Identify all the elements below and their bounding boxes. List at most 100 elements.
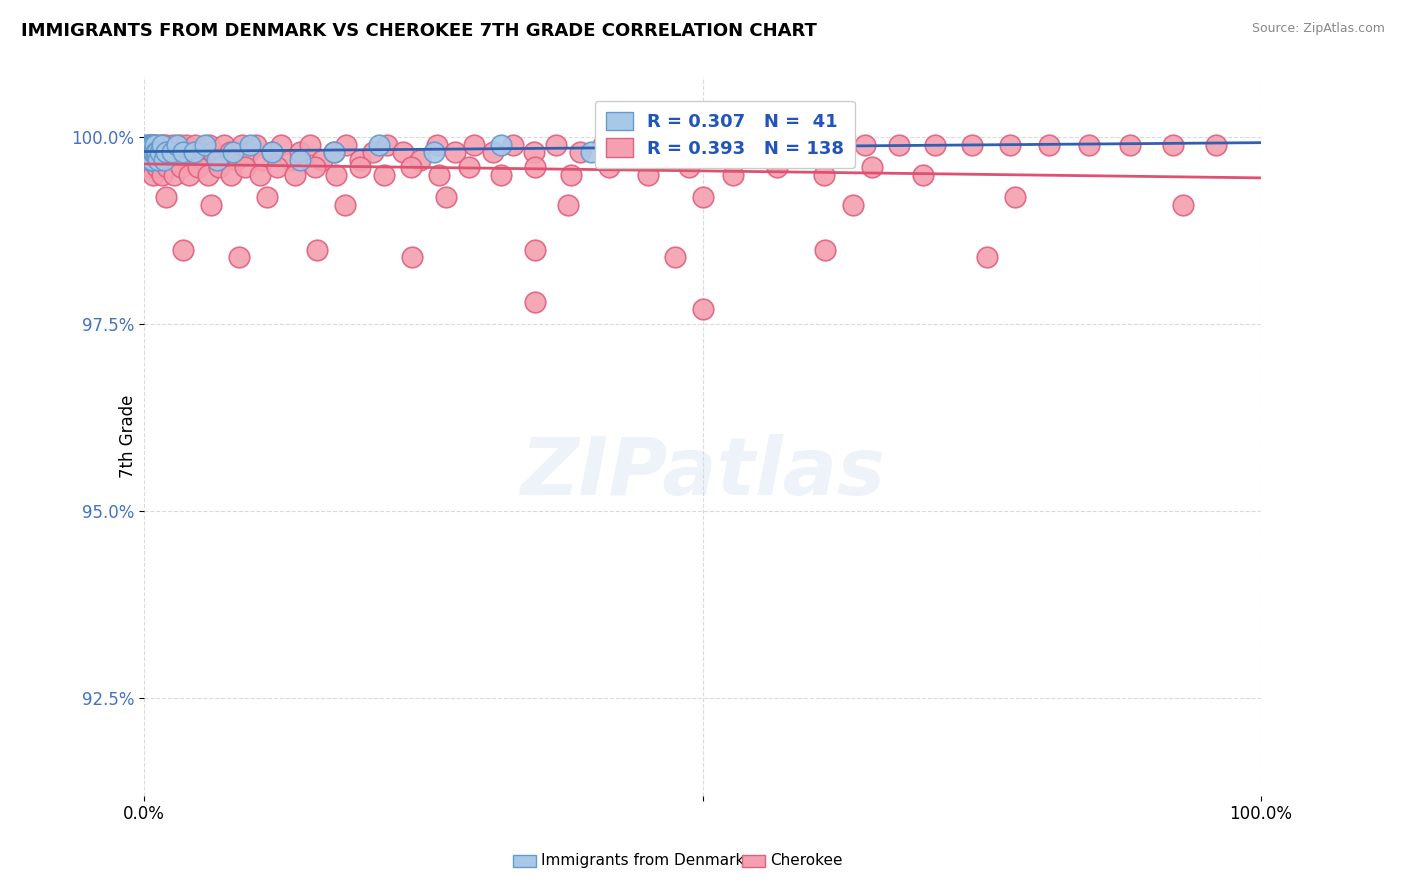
Point [523,145,546,160]
Point [187,160,209,174]
Point [148,153,170,167]
Point [138,145,160,160]
Point [523,160,546,174]
Point [825,137,848,152]
Point [335,137,357,152]
Point [141,145,163,160]
Point [491,168,513,182]
Point [139,145,162,160]
Point [546,137,568,152]
Point [160,145,183,160]
Point [157,153,180,167]
Point [177,168,200,182]
Point [146,153,169,167]
Point [148,145,170,160]
Point [678,160,700,174]
Point [766,160,789,174]
Point [197,137,219,152]
Point [692,302,714,317]
Point [592,137,614,152]
Point [813,168,835,182]
Point [225,153,247,167]
Point [392,145,415,160]
Point [307,243,329,257]
Y-axis label: 7th Grade: 7th Grade [120,395,136,478]
Point [177,153,200,167]
Point [976,250,998,264]
Point [165,153,187,167]
Point [193,153,215,167]
Point [143,153,166,167]
Point [560,168,582,182]
Point [138,137,160,152]
Point [911,168,934,182]
Point [155,190,177,204]
Point [150,168,173,182]
Point [643,137,665,152]
Point [143,137,166,152]
Point [887,137,910,152]
Point [616,145,638,160]
Point [491,137,513,152]
Point [156,160,179,174]
Point [333,197,356,211]
Point [304,160,326,174]
Point [373,168,395,182]
Point [172,243,194,257]
Point [1038,137,1060,152]
Point [399,160,422,174]
Point [1171,197,1194,211]
Point [1078,137,1101,152]
Point [138,160,160,174]
Point [443,145,465,160]
Point [138,153,160,167]
Point [166,145,188,160]
Point [138,153,160,167]
Point [170,153,193,167]
Point [568,145,591,160]
Point [262,145,284,160]
Point [173,145,195,160]
Point [176,137,198,152]
Point [239,137,262,152]
Point [142,168,165,182]
Point [141,153,163,167]
Point [523,243,546,257]
Point [181,145,204,160]
Point [361,145,384,160]
Point [150,145,173,160]
Point [162,137,184,152]
Point [139,153,162,167]
Point [169,137,191,152]
Point [228,250,250,264]
Point [142,145,165,160]
Point [139,137,162,152]
Point [481,145,503,160]
Point [143,145,166,160]
Point [423,145,446,160]
Point [523,294,546,309]
Point [155,137,177,152]
Point [349,153,371,167]
Point [205,153,228,167]
Point [557,197,579,211]
Point [924,137,946,152]
Point [463,137,485,152]
Point [149,153,172,167]
Legend: R = 0.307   N =  41, R = 0.393   N = 138: R = 0.307 N = 41, R = 0.393 N = 138 [595,101,855,169]
Point [146,145,169,160]
Point [252,153,274,167]
Point [214,137,236,152]
Text: IMMIGRANTS FROM DENMARK VS CHEROKEE 7TH GRADE CORRELATION CHART: IMMIGRANTS FROM DENMARK VS CHEROKEE 7TH … [21,22,817,40]
Point [231,137,253,152]
Point [222,145,245,160]
Point [401,250,423,264]
Point [458,160,481,174]
Point [194,137,217,152]
Point [349,160,371,174]
Point [367,137,389,152]
Point [322,145,344,160]
Point [756,137,779,152]
Point [136,145,159,160]
Point [233,160,256,174]
